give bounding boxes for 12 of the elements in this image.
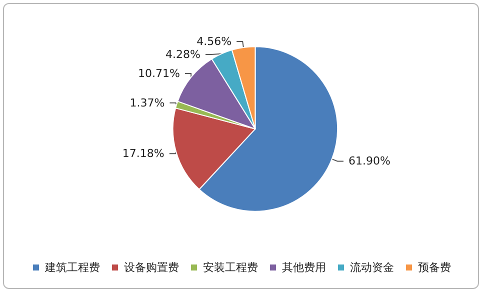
legend-label: 建筑工程费 (44, 261, 100, 274)
legend-label: 设备购置费 (124, 261, 179, 274)
data-label: 61.90% (348, 154, 390, 168)
data-label: 4.28% (166, 48, 200, 62)
data-label: 1.37% (130, 96, 165, 110)
legend-label: 预备费 (418, 261, 451, 274)
legend-label: 其他费用 (282, 261, 326, 274)
data-label: 10.71% (138, 66, 180, 80)
legend-label: 流动资金 (350, 261, 394, 274)
legend-label: 安装工程费 (203, 261, 258, 274)
data-label: 17.18% (122, 147, 164, 160)
data-label: 4.56% (196, 35, 232, 48)
